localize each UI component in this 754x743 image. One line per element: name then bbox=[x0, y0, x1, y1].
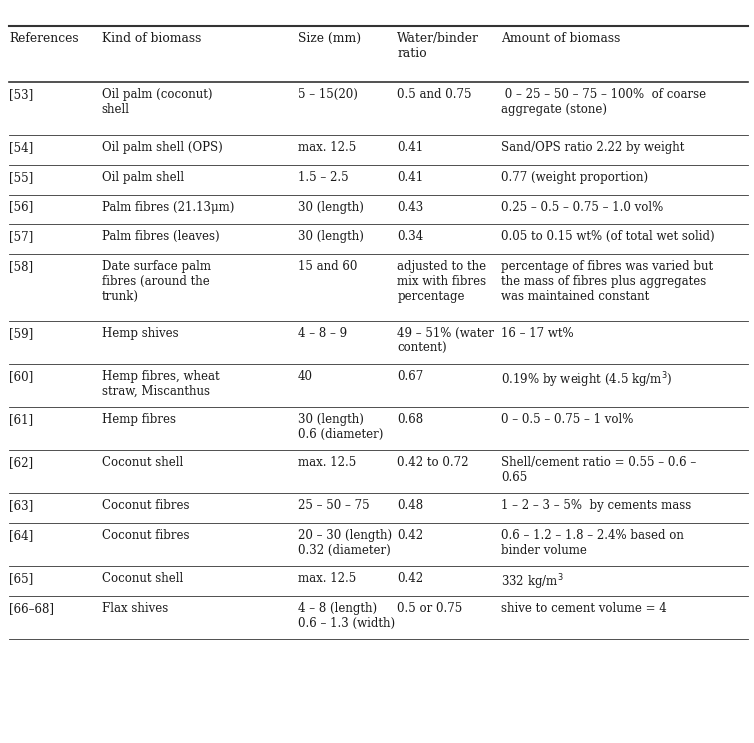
Text: [53]: [53] bbox=[9, 88, 33, 100]
Text: max. 12.5: max. 12.5 bbox=[298, 456, 356, 469]
Text: max. 12.5: max. 12.5 bbox=[298, 572, 356, 585]
Text: [60]: [60] bbox=[9, 370, 33, 383]
Text: Coconut shell: Coconut shell bbox=[102, 572, 183, 585]
Text: Coconut shell: Coconut shell bbox=[102, 456, 183, 469]
Text: Shell/cement ratio = 0.55 – 0.6 –
0.65: Shell/cement ratio = 0.55 – 0.6 – 0.65 bbox=[501, 456, 697, 484]
Text: Date surface palm
fibres (around the
trunk): Date surface palm fibres (around the tru… bbox=[102, 260, 211, 303]
Text: 0.6 – 1.2 – 1.8 – 2.4% based on
binder volume: 0.6 – 1.2 – 1.8 – 2.4% based on binder v… bbox=[501, 529, 685, 557]
Text: 0.42: 0.42 bbox=[397, 572, 424, 585]
Text: 0.41: 0.41 bbox=[397, 141, 424, 154]
Text: 1 – 2 – 3 – 5%  by cements mass: 1 – 2 – 3 – 5% by cements mass bbox=[501, 499, 691, 512]
Text: Palm fibres (leaves): Palm fibres (leaves) bbox=[102, 230, 219, 243]
Text: 20 – 30 (length)
0.32 (diameter): 20 – 30 (length) 0.32 (diameter) bbox=[298, 529, 392, 557]
Text: Water/binder
ratio: Water/binder ratio bbox=[397, 32, 480, 60]
Text: 30 (length): 30 (length) bbox=[298, 201, 363, 213]
Text: [54]: [54] bbox=[9, 141, 33, 154]
Text: 0.5 and 0.75: 0.5 and 0.75 bbox=[397, 88, 472, 100]
Text: 0.05 to 0.15 wt% (of total wet solid): 0.05 to 0.15 wt% (of total wet solid) bbox=[501, 230, 715, 243]
Text: 0.42 to 0.72: 0.42 to 0.72 bbox=[397, 456, 469, 469]
Text: Sand/OPS ratio 2.22 by weight: Sand/OPS ratio 2.22 by weight bbox=[501, 141, 685, 154]
Text: 0 – 25 – 50 – 75 – 100%  of coarse
aggregate (stone): 0 – 25 – 50 – 75 – 100% of coarse aggreg… bbox=[501, 88, 706, 116]
Text: [55]: [55] bbox=[9, 171, 33, 184]
Text: Hemp shives: Hemp shives bbox=[102, 327, 179, 340]
Text: shive to cement volume = 4: shive to cement volume = 4 bbox=[501, 602, 667, 614]
Text: [62]: [62] bbox=[9, 456, 33, 469]
Text: 49 – 51% (water
content): 49 – 51% (water content) bbox=[397, 327, 495, 355]
Text: Hemp fibres: Hemp fibres bbox=[102, 413, 176, 426]
Text: 0.43: 0.43 bbox=[397, 201, 424, 213]
Text: Kind of biomass: Kind of biomass bbox=[102, 32, 201, 45]
Text: 0.34: 0.34 bbox=[397, 230, 424, 243]
Text: [63]: [63] bbox=[9, 499, 33, 512]
Text: Oil palm (coconut)
shell: Oil palm (coconut) shell bbox=[102, 88, 213, 116]
Text: 0.48: 0.48 bbox=[397, 499, 424, 512]
Text: 30 (length): 30 (length) bbox=[298, 230, 363, 243]
Text: 25 – 50 – 75: 25 – 50 – 75 bbox=[298, 499, 369, 512]
Text: percentage of fibres was varied but
the mass of fibres plus aggregates
was maint: percentage of fibres was varied but the … bbox=[501, 260, 713, 303]
Text: 16 – 17 wt%: 16 – 17 wt% bbox=[501, 327, 574, 340]
Text: Palm fibres (21.13μm): Palm fibres (21.13μm) bbox=[102, 201, 234, 213]
Text: Oil palm shell: Oil palm shell bbox=[102, 171, 184, 184]
Text: [65]: [65] bbox=[9, 572, 33, 585]
Text: 0.19% by weight (4.5 kg/m$^3$): 0.19% by weight (4.5 kg/m$^3$) bbox=[501, 370, 673, 389]
Text: Size (mm): Size (mm) bbox=[298, 32, 361, 45]
Text: max. 12.5: max. 12.5 bbox=[298, 141, 356, 154]
Text: adjusted to the
mix with fibres
percentage: adjusted to the mix with fibres percenta… bbox=[397, 260, 486, 303]
Text: [64]: [64] bbox=[9, 529, 33, 542]
Text: References: References bbox=[9, 32, 78, 45]
Text: Coconut fibres: Coconut fibres bbox=[102, 529, 189, 542]
Text: 40: 40 bbox=[298, 370, 313, 383]
Text: Coconut fibres: Coconut fibres bbox=[102, 499, 189, 512]
Text: [58]: [58] bbox=[9, 260, 33, 273]
Text: 1.5 – 2.5: 1.5 – 2.5 bbox=[298, 171, 348, 184]
Text: [57]: [57] bbox=[9, 230, 33, 243]
Text: 0.5 or 0.75: 0.5 or 0.75 bbox=[397, 602, 463, 614]
Text: 0 – 0.5 – 0.75 – 1 vol%: 0 – 0.5 – 0.75 – 1 vol% bbox=[501, 413, 634, 426]
Text: 0.67: 0.67 bbox=[397, 370, 424, 383]
Text: 15 and 60: 15 and 60 bbox=[298, 260, 357, 273]
Text: 332 kg/m$^3$: 332 kg/m$^3$ bbox=[501, 572, 564, 591]
Text: 30 (length)
0.6 (diameter): 30 (length) 0.6 (diameter) bbox=[298, 413, 383, 441]
Text: 0.77 (weight proportion): 0.77 (weight proportion) bbox=[501, 171, 648, 184]
Text: Hemp fibres, wheat
straw, Miscanthus: Hemp fibres, wheat straw, Miscanthus bbox=[102, 370, 219, 398]
Text: Flax shives: Flax shives bbox=[102, 602, 168, 614]
Text: 5 – 15(20): 5 – 15(20) bbox=[298, 88, 357, 100]
Text: [66–68]: [66–68] bbox=[9, 602, 54, 614]
Text: 0.42: 0.42 bbox=[397, 529, 424, 542]
Text: 0.25 – 0.5 – 0.75 – 1.0 vol%: 0.25 – 0.5 – 0.75 – 1.0 vol% bbox=[501, 201, 664, 213]
Text: Amount of biomass: Amount of biomass bbox=[501, 32, 621, 45]
Text: 4 – 8 – 9: 4 – 8 – 9 bbox=[298, 327, 347, 340]
Text: [59]: [59] bbox=[9, 327, 33, 340]
Text: Oil palm shell (OPS): Oil palm shell (OPS) bbox=[102, 141, 222, 154]
Text: 0.41: 0.41 bbox=[397, 171, 424, 184]
Text: [61]: [61] bbox=[9, 413, 33, 426]
Text: [56]: [56] bbox=[9, 201, 33, 213]
Text: 0.68: 0.68 bbox=[397, 413, 424, 426]
Text: 4 – 8 (length)
0.6 – 1.3 (width): 4 – 8 (length) 0.6 – 1.3 (width) bbox=[298, 602, 395, 630]
